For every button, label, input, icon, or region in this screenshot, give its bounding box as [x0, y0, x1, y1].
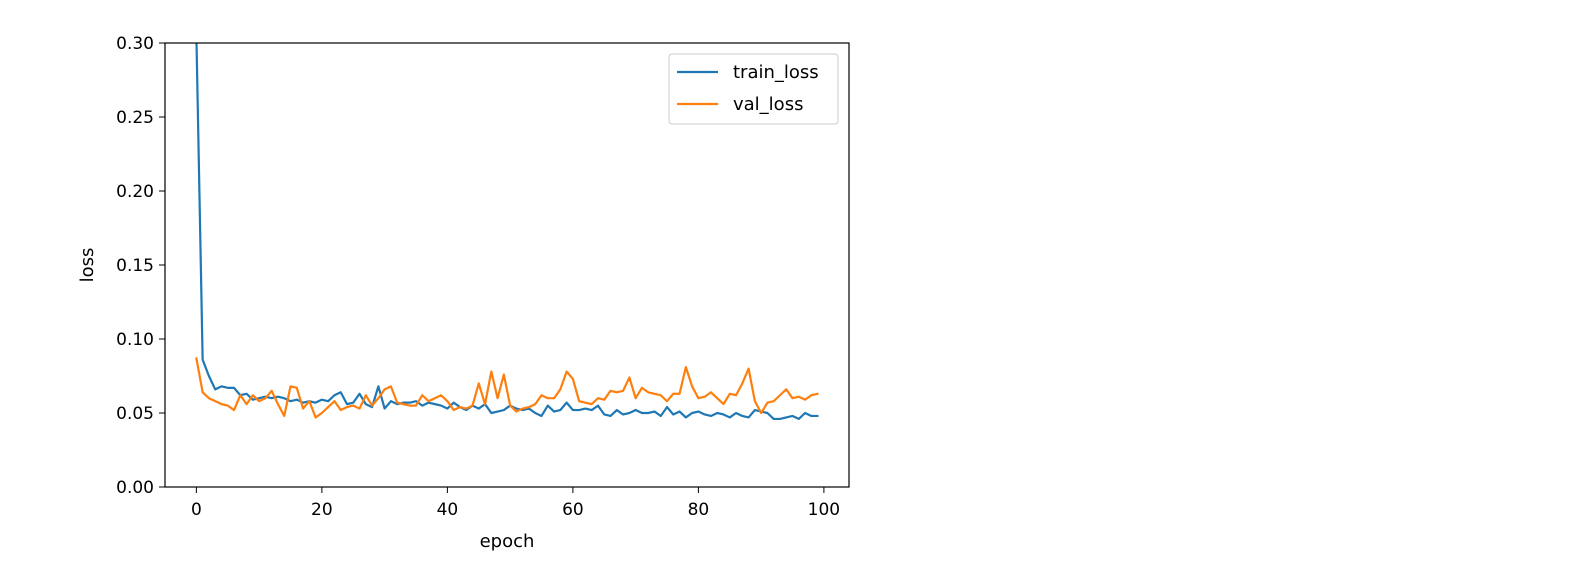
x-axis-label: epoch	[480, 531, 535, 552]
x-tick-label: 60	[562, 500, 584, 520]
x-tick-label: 20	[311, 500, 333, 520]
x-tick-label: 40	[437, 500, 459, 520]
legend-label-train-loss: train_loss	[733, 62, 819, 83]
y-axis-ticks: 0.00 0.05 0.10 0.15 0.20 0.25 0.30	[116, 34, 165, 498]
legend: train_loss val_loss	[668, 53, 839, 125]
y-tick-label: 0.05	[116, 404, 154, 424]
y-tick-label: 0.10	[116, 330, 154, 350]
y-tick-label: 0.25	[116, 108, 154, 128]
x-tick-label: 100	[808, 500, 840, 520]
y-tick-label: 0.20	[116, 182, 154, 202]
x-axis-ticks: 0 20 40 60 80 100	[191, 487, 840, 520]
plot-lines	[195, 43, 819, 421]
y-tick-label: 0.15	[116, 256, 154, 276]
y-tick-label: 0.00	[116, 478, 154, 498]
x-tick-label: 80	[688, 500, 710, 520]
x-tick-label: 0	[191, 500, 202, 520]
legend-label-val-loss: val_loss	[733, 94, 803, 115]
series-line-val-loss	[195, 357, 819, 419]
y-axis-label: loss	[77, 248, 98, 283]
y-tick-label: 0.30	[116, 34, 154, 54]
